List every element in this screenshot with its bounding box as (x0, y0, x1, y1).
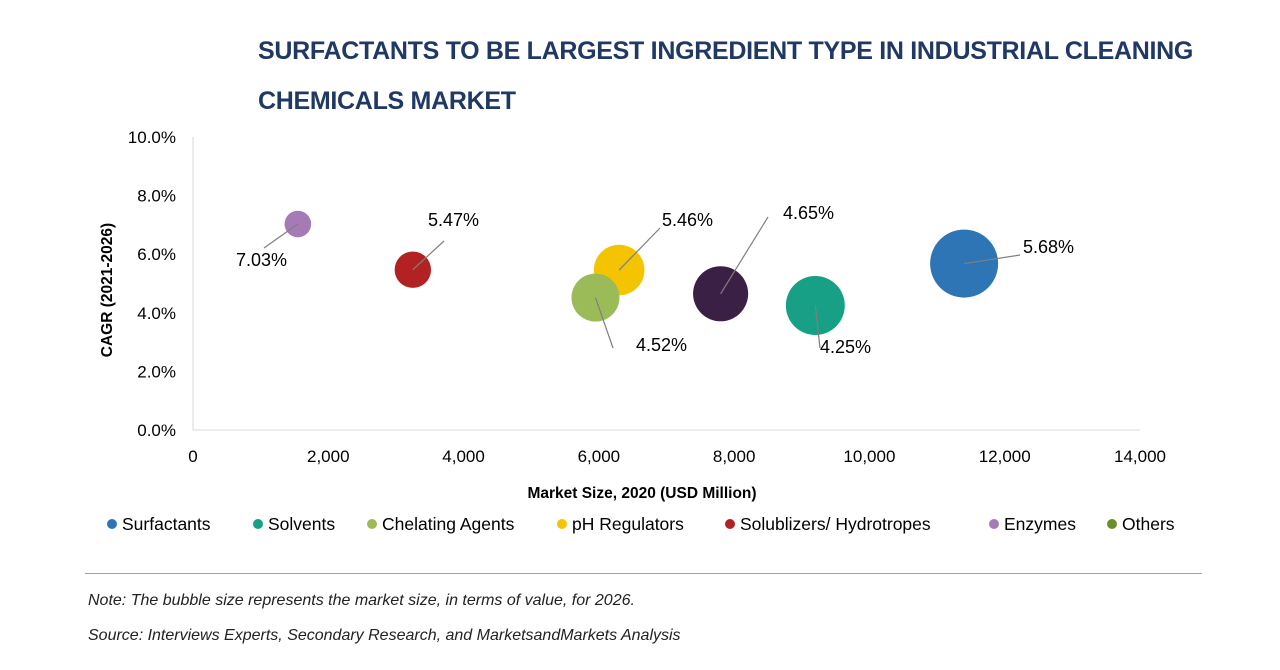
data-label: 5.68% (1023, 237, 1074, 257)
y-tick-label: 8.0% (137, 187, 176, 206)
legend-marker (107, 519, 117, 529)
legend-label: Solublizers/ Hydrotropes (740, 514, 931, 534)
y-tick-label: 0.0% (137, 421, 176, 440)
note-divider (85, 573, 1202, 574)
data-label: 5.47% (428, 210, 479, 230)
leader-line (814, 305, 821, 349)
legend-marker (725, 519, 735, 529)
y-tick-label: 2.0% (137, 362, 176, 381)
data-label: 5.46% (662, 210, 713, 230)
x-tick-label: 14,000 (1114, 447, 1166, 466)
leader-line (720, 216, 769, 295)
legend-label: Enzymes (1004, 514, 1076, 534)
legend-label: Others (1122, 514, 1175, 534)
y-axis-title: CAGR (2021-2026) (99, 223, 116, 357)
bubble-chart: 0.0% 2.0% 4.0% 6.0% 8.0% 10.0% 0 2,000 4,000 6,00… (99, 128, 1175, 534)
x-tick-label: 2,000 (307, 447, 350, 466)
chart-title-line-2: CHEMICALS MARKET (258, 87, 516, 115)
leader-line (594, 297, 614, 349)
y-tick-label: 10.0% (128, 128, 176, 147)
data-label: 4.65% (783, 203, 834, 223)
x-tick-label: 8,000 (713, 447, 756, 466)
leader-line (618, 227, 661, 271)
y-tick-label: 6.0% (137, 245, 176, 264)
leader-line (263, 223, 299, 249)
legend-label: pH Regulators (572, 514, 684, 534)
legend-marker (557, 519, 567, 529)
y-tick-label: 4.0% (137, 304, 176, 323)
legend-marker (989, 519, 999, 529)
legend-marker (367, 519, 377, 529)
data-label: 4.25% (820, 337, 871, 357)
legend-marker (1107, 519, 1117, 529)
chart-source: Source: Interviews Experts, Secondary Re… (88, 627, 681, 644)
chart-note: Note: The bubble size represents the mar… (88, 592, 635, 609)
x-tick-label: 4,000 (442, 447, 485, 466)
legend-marker (253, 519, 263, 529)
legend-label: Chelating Agents (382, 514, 515, 534)
chart-title: SURFACTANTS TO BE LARGEST INGREDIENT TYP… (258, 26, 1218, 126)
x-tick-label: 6,000 (578, 447, 621, 466)
chart-title-line-1: SURFACTANTS TO BE LARGEST INGREDIENT TYP… (258, 37, 1194, 65)
legend-label: Solvents (268, 514, 335, 534)
x-axis-title: Market Size, 2020 (USD Million) (527, 485, 756, 502)
leader-line (964, 254, 1021, 265)
leader-line (412, 240, 445, 271)
data-label: 4.52% (636, 335, 687, 355)
legend-label: Surfactants (122, 514, 211, 534)
x-tick-label: 10,000 (843, 447, 895, 466)
bubble-solvents (785, 275, 845, 335)
x-tick-label: 0 (188, 447, 197, 466)
x-tick-label: 12,000 (979, 447, 1031, 466)
data-label: 7.03% (236, 250, 287, 270)
